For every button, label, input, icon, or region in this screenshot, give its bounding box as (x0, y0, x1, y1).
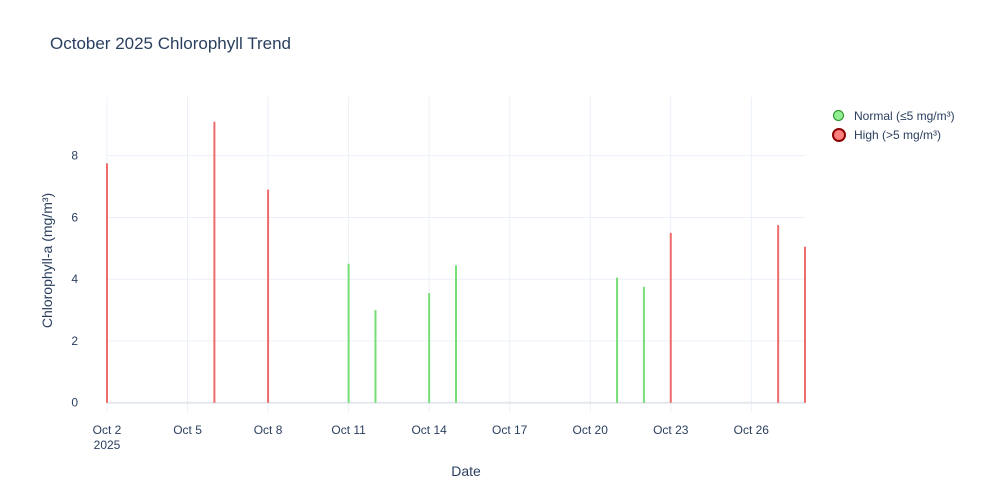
x-tick-label: Oct 23 (653, 423, 689, 437)
x-tick-sublabel: 2025 (94, 438, 121, 452)
y-tick-label: 8 (71, 149, 78, 163)
x-tick-label: Oct 5 (173, 423, 202, 437)
x-tick-label: Oct 8 (254, 423, 283, 437)
x-tick-label: Oct 11 (331, 423, 366, 437)
x-axis-title: Date (451, 463, 481, 479)
legend-marker-high (832, 127, 846, 142)
x-tick-label: Oct 2 (93, 423, 122, 437)
legend-item-normal[interactable]: Normal (≤5 mg/m³) (832, 106, 955, 125)
legend-label-normal: Normal (≤5 mg/m³) (854, 108, 955, 123)
bars-layer (106, 121, 806, 403)
legend-item-high[interactable]: High (>5 mg/m³) (832, 125, 955, 144)
y-tick-label: 2 (71, 334, 78, 348)
x-tick-label: Oct 26 (734, 423, 770, 437)
legend: Normal (≤5 mg/m³) High (>5 mg/m³) (832, 106, 955, 144)
x-tick-label: Oct 14 (411, 423, 447, 437)
y-tick-label: 0 (71, 396, 78, 410)
x-tick-label: Oct 20 (573, 423, 609, 437)
legend-label-high: High (>5 mg/m³) (854, 127, 942, 142)
x-tick-label: Oct 17 (492, 423, 528, 437)
legend-marker-normal (833, 110, 844, 121)
y-axis-title: Chlorophyll-a (mg/m³) (39, 193, 55, 328)
y-tick-label: 6 (71, 210, 78, 224)
chart-title: October 2025 Chlorophyll Trend (50, 34, 291, 53)
y-tick-label: 4 (71, 272, 78, 286)
grid-layer (106, 97, 805, 412)
